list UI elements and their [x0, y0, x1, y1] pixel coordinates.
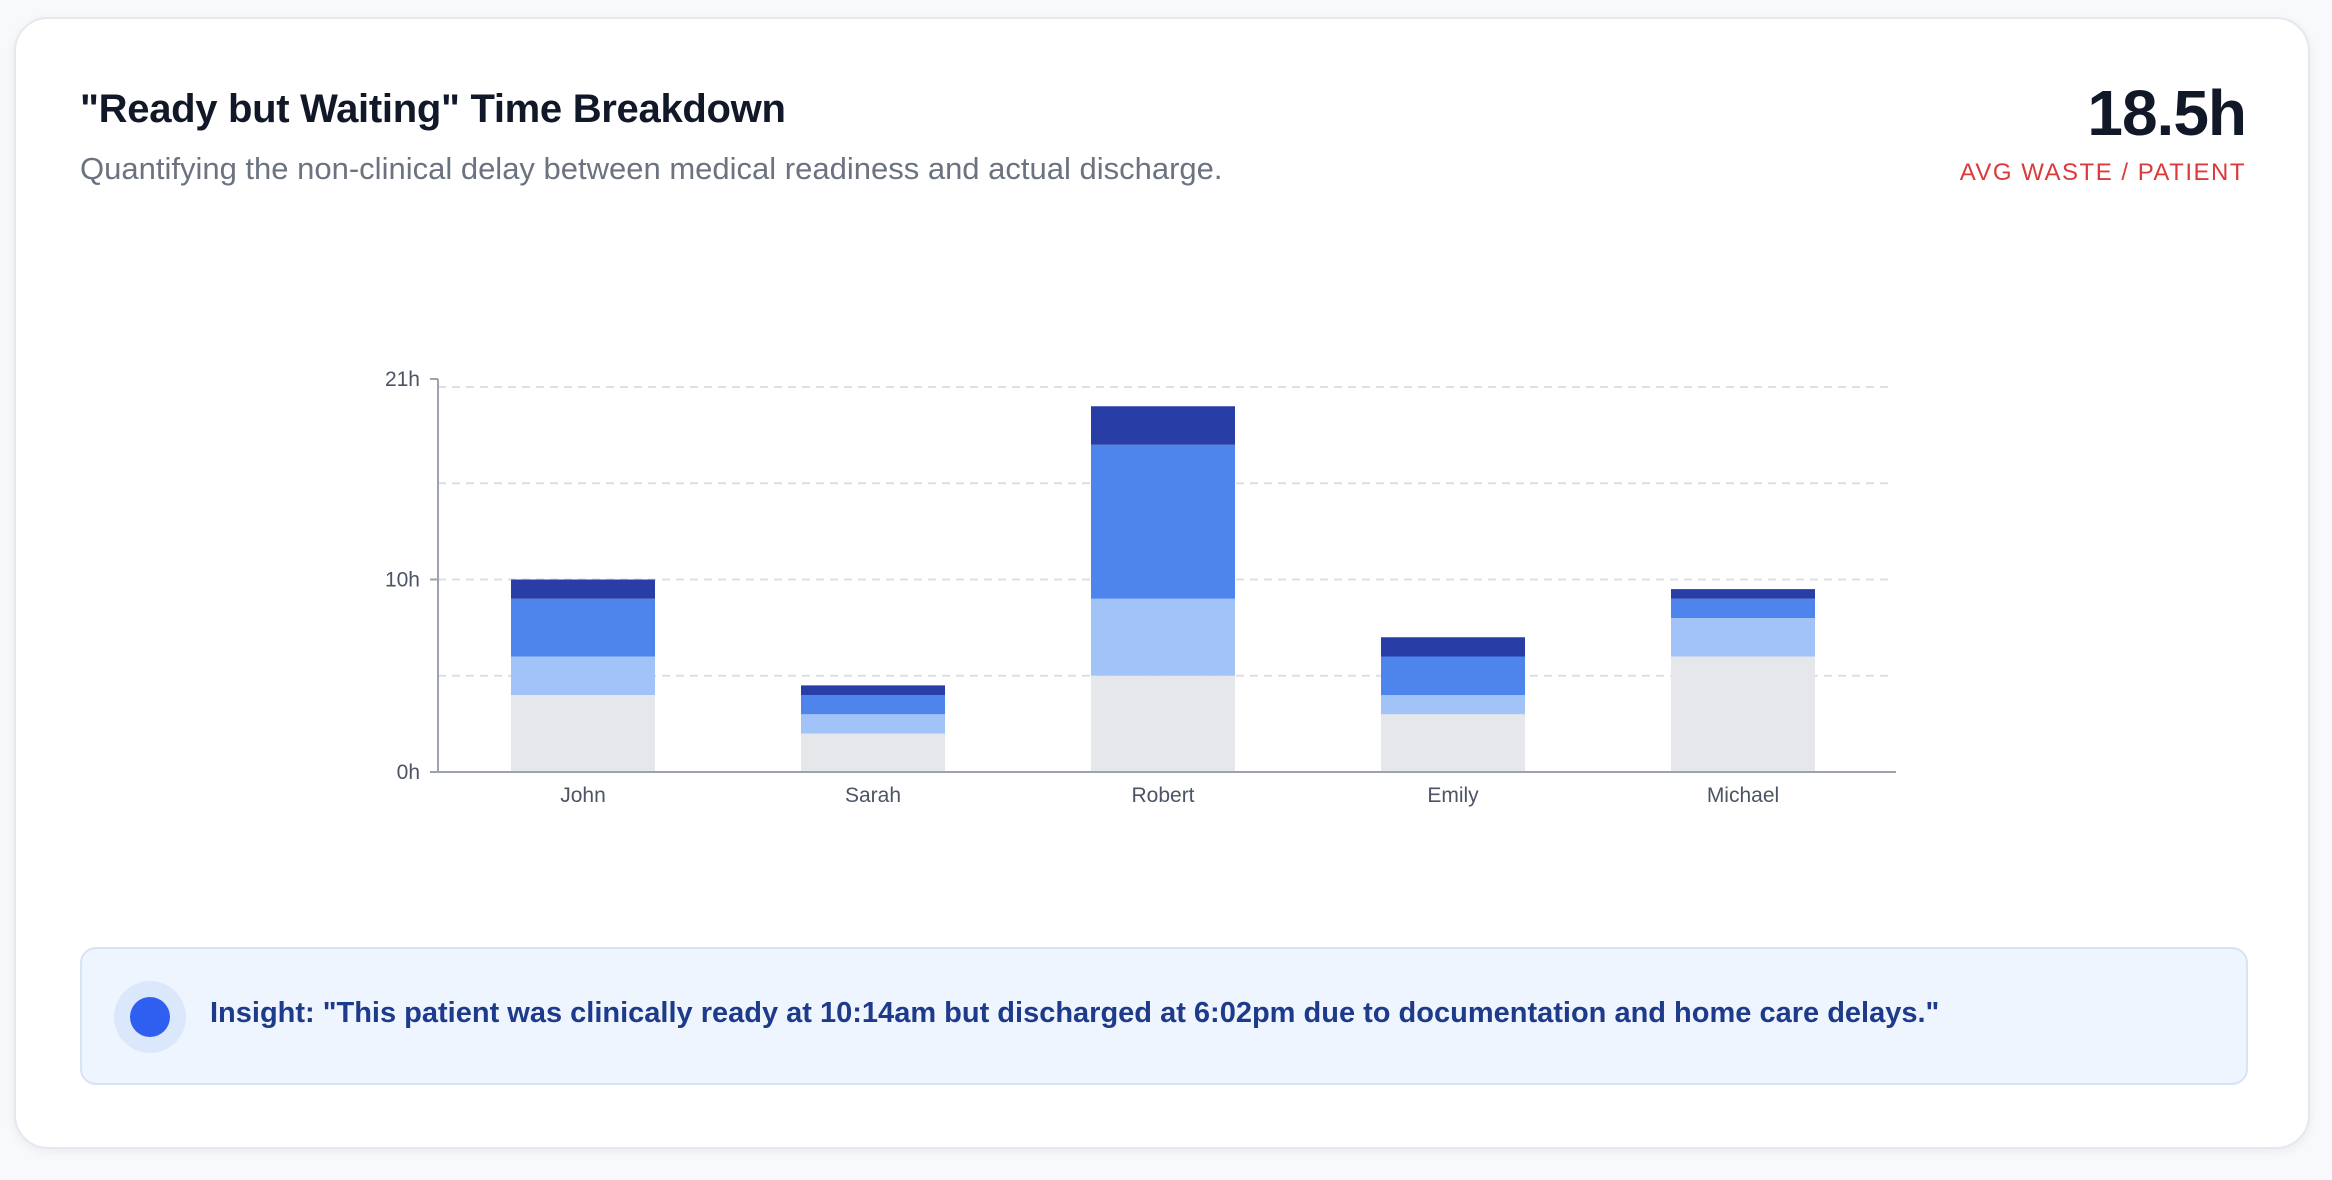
bar-segment — [1091, 444, 1235, 599]
bar-segment — [1381, 637, 1525, 657]
bar-segment — [1091, 675, 1235, 772]
insight-banner: Insight: "This patient was clinically re… — [80, 947, 2248, 1085]
x-tick-label: Robert — [1131, 784, 1194, 807]
bar-segment — [511, 695, 655, 772]
y-tick-label: 10h — [385, 569, 420, 592]
y-tick-label: 0h — [397, 761, 420, 784]
chart-subtitle: Quantifying the non-clinical delay betwe… — [80, 151, 1223, 186]
avg-waste-stat: 18.5h AVG WASTE / PATIENT — [1959, 77, 2247, 187]
avg-waste-label: AVG WASTE / PATIENT — [1959, 159, 2246, 186]
insight-text: Insight: "This patient was clinically re… — [210, 997, 1940, 1029]
bar-segment — [801, 733, 945, 772]
insight-dot-icon — [114, 981, 186, 1053]
bar-segment — [1091, 406, 1235, 445]
x-tick-label: Michael — [1707, 784, 1779, 807]
bar-segment — [1381, 656, 1525, 695]
bar-segment — [1671, 618, 1815, 657]
y-tick-label: 21h — [385, 368, 420, 391]
bar-segment — [511, 598, 655, 657]
bar-segment — [511, 579, 655, 599]
bar-segment — [801, 695, 945, 715]
bar-segment — [511, 656, 655, 695]
chart-card: "Ready but Waiting" Time Breakdown Quant… — [14, 17, 2310, 1149]
bar-segment — [801, 685, 945, 695]
bar-segment — [1671, 589, 1815, 599]
chart-title: "Ready but Waiting" Time Breakdown — [80, 87, 786, 131]
x-tick-label: Sarah — [845, 784, 901, 807]
stacked-bar-chart: John Sarah Robert Emily Michael 0h 10h 21h — [385, 368, 1896, 807]
bar-segment — [1671, 656, 1815, 772]
x-tick-label: John — [560, 784, 606, 807]
bar-segment — [1381, 695, 1525, 715]
bar-segment — [1381, 714, 1525, 772]
bar-segment — [801, 714, 945, 734]
bar-segment — [1091, 598, 1235, 676]
avg-waste-value: 18.5h — [2087, 77, 2247, 149]
bar-segment — [1671, 598, 1815, 618]
insight-dot-core — [130, 997, 170, 1037]
x-tick-label: Emily — [1427, 784, 1479, 807]
